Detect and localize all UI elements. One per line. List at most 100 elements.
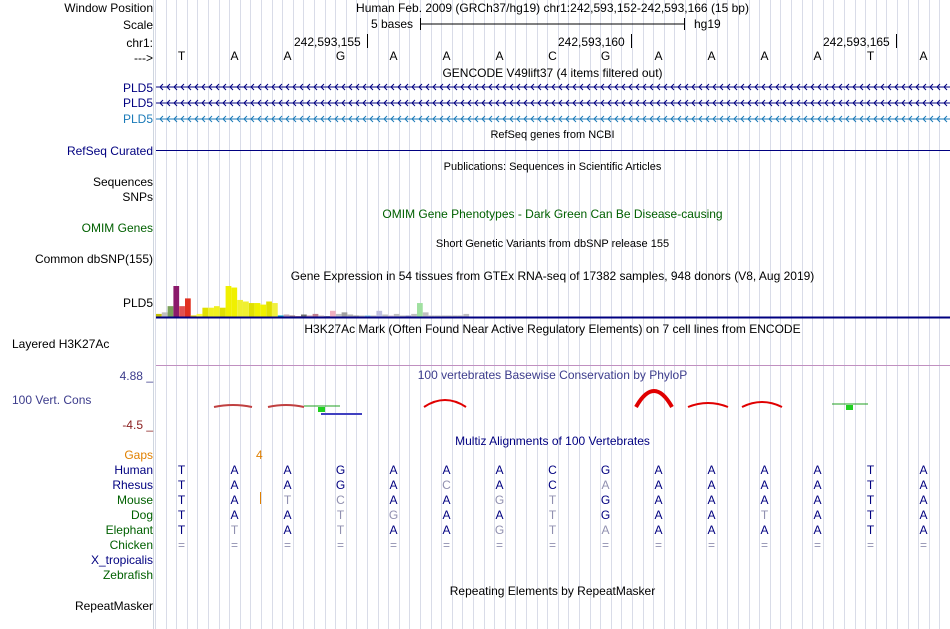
scale-label: Scale [122,18,153,32]
strand-chevron [901,115,906,123]
strand-chevron [572,83,577,91]
strand-chevron [362,83,367,91]
refseq-curated-feature[interactable] [156,150,950,151]
strand-chevron [418,99,423,107]
gtex-gene-label[interactable]: PLD5 [122,296,153,310]
phylop-min-label: -4.5 _ [122,418,153,432]
aligned-base: T [177,463,186,477]
strand-chevron [397,83,402,91]
species-label[interactable]: Elephant [105,523,153,537]
common-dbsnp-label[interactable]: Common dbSNP(155) [34,252,153,266]
strand-chevron [663,115,668,123]
chrom-label: chr1: [126,36,153,50]
gtex-tissue-bar [422,312,429,317]
gtex-tissue-bar [301,314,307,317]
strand-chevron [824,115,829,123]
refseq-curated-label[interactable]: RefSeq Curated [66,144,153,158]
strand-chevron [572,99,577,107]
gtex-tissue-bar [341,312,348,317]
strand-chevron [922,99,927,107]
strand-chevron [824,83,829,91]
gtex-expression-bars[interactable] [156,284,950,319]
strand-chevron [845,83,850,91]
species-label[interactable]: Dog [130,508,153,522]
strand-chevron [432,115,437,123]
species-label[interactable]: Mouse [116,493,153,507]
strand-chevron [474,83,479,91]
aligned-base: A [707,478,716,492]
aligned-base: G [335,463,346,477]
strand-chevron [278,99,283,107]
layered-h3k27ac-label[interactable]: Layered H3K27Ac [12,337,110,351]
strand-chevron [544,83,549,91]
strand-chevron [726,83,731,91]
strand-chevron [166,99,171,107]
reference-base: T [177,49,186,63]
strand-chevron [327,83,332,91]
repeatmasker-label[interactable]: RepeatMasker [74,599,153,613]
aligned-base: A [230,508,239,522]
strand-chevron [614,83,619,91]
strand-chevron [495,99,500,107]
phylop-track-label[interactable]: 100 Vert. Cons [12,393,92,407]
strand-chevron [376,83,381,91]
gtex-tissue-bar [161,312,168,317]
species-label[interactable]: Zebrafish [102,568,153,582]
aligned-base: T [866,523,875,537]
gencode-item-label-3[interactable]: PLD5 [122,112,153,126]
strand-chevron [740,99,745,107]
strand-chevron [880,83,885,91]
strand-chevron [719,83,724,91]
publications-sequences-label[interactable]: Sequences [92,175,153,189]
aligned-base: A [707,493,716,507]
strand-chevron [481,83,486,91]
species-label[interactable]: Chicken [109,538,153,552]
strand-chevron [467,99,472,107]
publications-snps-label[interactable]: SNPs [122,190,153,204]
gtex-tissue-bar [457,315,464,317]
strand-chevron [873,83,878,91]
strand-chevron [474,99,479,107]
strand-chevron [432,99,437,107]
strand-chevron [229,99,234,107]
aligned-base: A [283,523,292,537]
strand-chevron [320,83,325,91]
window-position-value: Human Feb. 2009 (GRCh37/hg19) chr1:242,5… [356,1,749,15]
gencode-transcripts[interactable] [156,80,950,126]
gtex-tissue-bar [266,301,272,317]
strand-chevron [600,83,605,91]
gencode-item-label-1[interactable]: PLD5 [122,81,153,95]
phylop-max-label: 4.88 _ [119,369,153,383]
position-tick-label-2: 242,593,160 [558,35,625,49]
aligned-base: A [919,463,928,477]
strand-chevron [355,83,360,91]
gtex-tissue-bar [202,307,209,317]
aligned-base: = [389,538,397,552]
species-label[interactable]: Rhesus [112,478,153,492]
strand-chevron [691,99,696,107]
strand-chevron [376,99,381,107]
species-label[interactable]: X_tropicalis [90,553,153,567]
strand-chevron [761,115,766,123]
aligned-base: G [494,493,505,507]
aligned-base: A [919,478,928,492]
strand-chevron [705,115,710,123]
omim-genes-label[interactable]: OMIM Genes [81,221,153,235]
aligned-base: A [919,493,928,507]
h3k27ac-track-title: H3K27Ac Mark (Often Found Near Active Re… [304,322,801,336]
strand-chevron [390,115,395,123]
strand-chevron [495,115,500,123]
strand-chevron [754,115,759,123]
strand-chevron [488,83,493,91]
phylop-conservation-plot[interactable] [156,385,950,425]
strand-chevron [509,83,514,91]
strand-chevron [250,99,255,107]
gencode-item-label-2[interactable]: PLD5 [122,96,153,110]
aligned-base: A [389,493,398,507]
strand-chevron [852,115,857,123]
strand-chevron [887,99,892,107]
aligned-base: T [760,508,769,522]
gtex-tissue-bar [289,315,296,317]
species-label[interactable]: Human [114,463,153,477]
